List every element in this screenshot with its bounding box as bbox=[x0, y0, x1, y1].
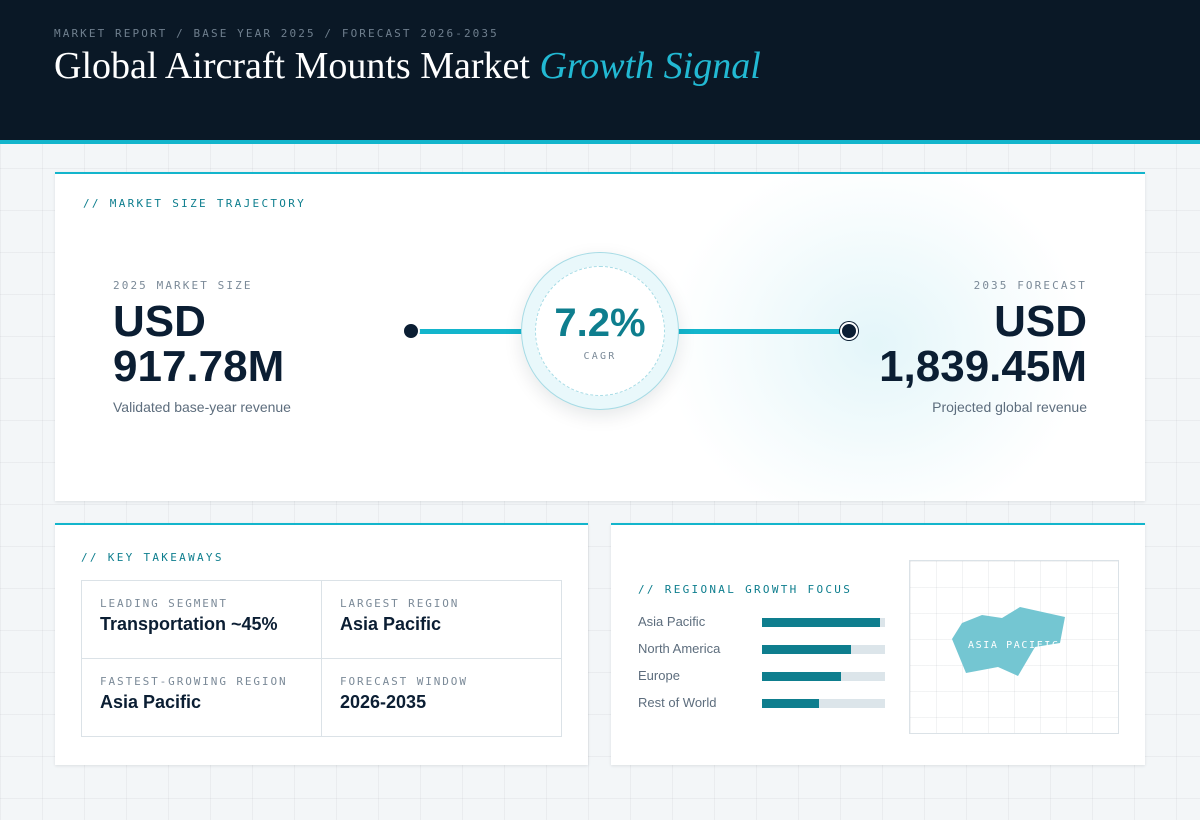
takeaway-value: Transportation ~45% bbox=[100, 614, 278, 634]
breadcrumb: MARKET REPORT / BASE YEAR 2025 / FORECAS… bbox=[54, 27, 499, 40]
map-label: ASIA PACIFIC bbox=[968, 640, 1060, 651]
takeaway-forecast-window: FORECAST WINDOW 2026-2035 bbox=[322, 659, 562, 737]
title-main: Global Aircraft Mounts Market bbox=[54, 45, 530, 87]
region-name: Asia Pacific bbox=[638, 614, 706, 629]
start-node bbox=[402, 322, 420, 340]
takeaway-label: LEADING SEGMENT bbox=[100, 597, 228, 610]
region-bar-row: Europe bbox=[638, 668, 888, 684]
cagr-inner-circle: 7.2% CAGR bbox=[535, 266, 665, 396]
takeaway-label: FASTEST-GROWING REGION bbox=[100, 675, 288, 688]
forecast-caption: Projected global revenue bbox=[932, 399, 1087, 415]
base-year-currency: USD bbox=[113, 297, 206, 346]
key-takeaways-card: // KEY TAKEAWAYS LEADING SEGMENT Transpo… bbox=[55, 523, 588, 765]
takeaways-grid: LEADING SEGMENT Transportation ~45% LARG… bbox=[81, 580, 562, 737]
takeaway-largest-region: LARGEST REGION Asia Pacific bbox=[322, 581, 562, 659]
growth-track-right bbox=[673, 329, 847, 334]
takeaways-section-label: // KEY TAKEAWAYS bbox=[81, 551, 224, 564]
region-name: Rest of World bbox=[638, 695, 717, 710]
end-node bbox=[840, 322, 858, 340]
cagr-label: CAGR bbox=[583, 351, 617, 362]
grid-divider-horizontal bbox=[82, 658, 561, 659]
region-map: ASIA PACIFIC bbox=[909, 560, 1119, 734]
region-bar-track bbox=[762, 645, 885, 654]
report-header: MARKET REPORT / BASE YEAR 2025 / FORECAS… bbox=[0, 0, 1200, 144]
region-bar-fill bbox=[762, 699, 819, 708]
market-size-trajectory-card: // MARKET SIZE TRAJECTORY 2025 MARKET SI… bbox=[55, 172, 1145, 501]
region-bar-row: Rest of World bbox=[638, 695, 888, 711]
region-bar-fill bbox=[762, 618, 881, 627]
takeaway-label: LARGEST REGION bbox=[340, 597, 460, 610]
takeaway-value: Asia Pacific bbox=[100, 692, 202, 712]
cagr-value: 7.2% bbox=[554, 301, 646, 345]
region-name: Europe bbox=[638, 668, 680, 683]
forecast-currency: USD bbox=[994, 297, 1087, 346]
base-year-caption: Validated base-year revenue bbox=[113, 399, 291, 415]
regional-growth-card: // REGIONAL GROWTH FOCUS Asia Pacific No… bbox=[611, 523, 1145, 765]
region-bar-track bbox=[762, 672, 885, 681]
takeaway-label: FORECAST WINDOW bbox=[340, 675, 468, 688]
title-accent: Growth Signal bbox=[539, 45, 761, 87]
region-bar-fill bbox=[762, 645, 851, 654]
takeaway-fastest-growing-region: FASTEST-GROWING REGION Asia Pacific bbox=[82, 659, 322, 737]
takeaway-value: 2026-2035 bbox=[340, 692, 427, 712]
trajectory-section-label: // MARKET SIZE TRAJECTORY bbox=[83, 197, 307, 210]
region-bar-track bbox=[762, 699, 885, 708]
forecast-label: 2035 FORECAST bbox=[973, 279, 1087, 292]
region-bar-track bbox=[762, 618, 885, 627]
cagr-badge: 7.2% CAGR bbox=[521, 252, 679, 410]
base-year-label: 2025 MARKET SIZE bbox=[113, 279, 253, 292]
region-bar-fill bbox=[762, 672, 841, 681]
region-bar-row: North America bbox=[638, 641, 888, 657]
growth-track-left bbox=[419, 329, 527, 334]
forecast-value: 1,839.45M bbox=[879, 342, 1087, 391]
regional-section-label: // REGIONAL GROWTH FOCUS bbox=[638, 583, 853, 596]
takeaway-leading-segment: LEADING SEGMENT Transportation ~45% bbox=[82, 581, 322, 659]
asia-pacific-map-shape bbox=[952, 607, 1065, 676]
region-name: North America bbox=[638, 641, 721, 656]
background-glow bbox=[665, 174, 1085, 501]
takeaway-value: Asia Pacific bbox=[340, 614, 442, 634]
page-title: Global Aircraft Mounts Market Growth Sig… bbox=[54, 44, 761, 88]
region-bar-row: Asia Pacific bbox=[638, 614, 888, 630]
base-year-value: 917.78M bbox=[113, 342, 285, 391]
